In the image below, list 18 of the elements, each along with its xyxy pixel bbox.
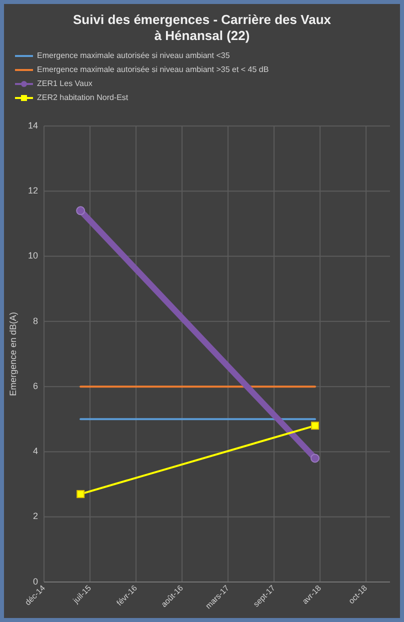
y-tick-label: 8 [32, 316, 38, 326]
point [76, 490, 85, 498]
point [310, 454, 320, 463]
legend-label: ZER1 Les Vaux [37, 79, 92, 88]
y-tick-label: 6 [32, 380, 38, 391]
y-tick-label: 4 [32, 446, 38, 456]
legend-label: ZER2 habitation Nord-Est [37, 93, 129, 102]
y-tick-label: 2 [32, 511, 38, 522]
y-tick-label: 14 [28, 120, 38, 130]
point [311, 422, 320, 430]
legend-label: Emergence maximale autorisée si niveau ambiant >35 et < 45 dB [37, 65, 269, 74]
y-axis-title: Emergence en dB(A) [8, 312, 18, 396]
y-tick-label: 0 [32, 576, 38, 586]
y-tick-label: 10 [28, 250, 38, 261]
y-tick-label: 12 [28, 186, 38, 196]
point [76, 206, 86, 216]
chart-title: Suivi des émergences - Carrière des Vaux à Hénansal (22) [73, 12, 332, 43]
legend-label: Emergence maximale autorisée si niveau ambiant <35 [37, 51, 230, 60]
